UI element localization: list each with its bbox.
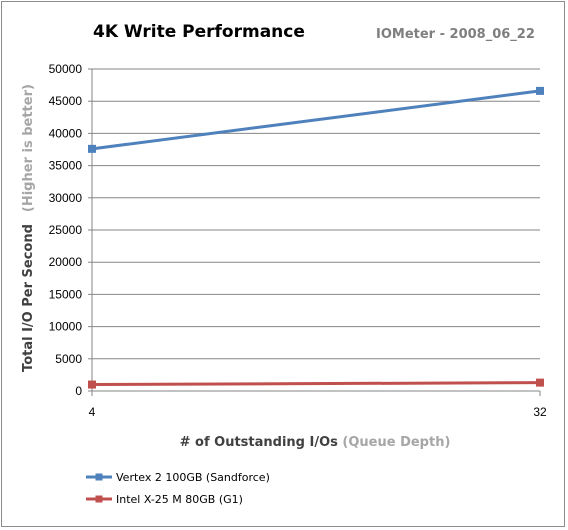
legend-marker-0 (95, 473, 103, 481)
y-axis-title-main: Total I/O Per Second (21, 224, 36, 372)
legend-label-0: Vertex 2 100GB (Sandforce) (116, 471, 270, 484)
legend-label-1: Intel X-25 M 80GB (G1) (116, 493, 243, 506)
y-tick-label: 40000 (49, 126, 83, 140)
y-tick-label: 50000 (49, 62, 83, 76)
y-axis-title: Total I/O Per Second (Higher is better) (21, 84, 36, 372)
y-tick-label: 45000 (49, 94, 83, 108)
y-axis-title-note: (Higher is better) (21, 84, 36, 212)
y-axis-ticks: 0 5000 10000 15000 20000 25000 30000 35000 40000… (49, 62, 92, 398)
x-tick-label: 32 (533, 405, 547, 419)
y-tick-label: 25000 (49, 223, 83, 237)
axes (91, 69, 540, 392)
chart-subtitle: IOMeter - 2008_06_22 (376, 27, 535, 42)
series-line-1 (91, 381, 541, 387)
series-1-point-1 (536, 378, 544, 387)
y-tick-label: 0 (75, 384, 82, 398)
series-group (88, 86, 544, 389)
series-0-point-0 (88, 144, 96, 153)
y-tick-label: 10000 (49, 320, 83, 334)
gridlines (92, 68, 540, 360)
chart-title: 4K Write Performance (93, 22, 305, 42)
x-axis-ticks: 4 32 (89, 391, 547, 419)
y-tick-label: 15000 (49, 287, 83, 301)
legend: Vertex 2 100GB (Sandforce) Intel X-25 M 8… (86, 471, 270, 506)
legend-marker-1 (95, 495, 103, 503)
x-axis-title-note: (Queue Depth) (338, 435, 451, 450)
y-tick-label: 35000 (49, 159, 83, 173)
series-0-point-1 (536, 86, 544, 95)
y-tick-label: 20000 (49, 255, 83, 269)
series-line-0 (91, 89, 541, 151)
y-tick-label: 30000 (49, 191, 83, 205)
x-axis-title: # of Outstanding I/Os (Queue Depth) (180, 435, 451, 450)
x-tick-label: 4 (89, 405, 96, 419)
series-1-point-0 (88, 380, 96, 389)
x-axis-title-main: # of Outstanding I/Os (180, 435, 339, 450)
y-tick-label: 5000 (55, 352, 82, 366)
